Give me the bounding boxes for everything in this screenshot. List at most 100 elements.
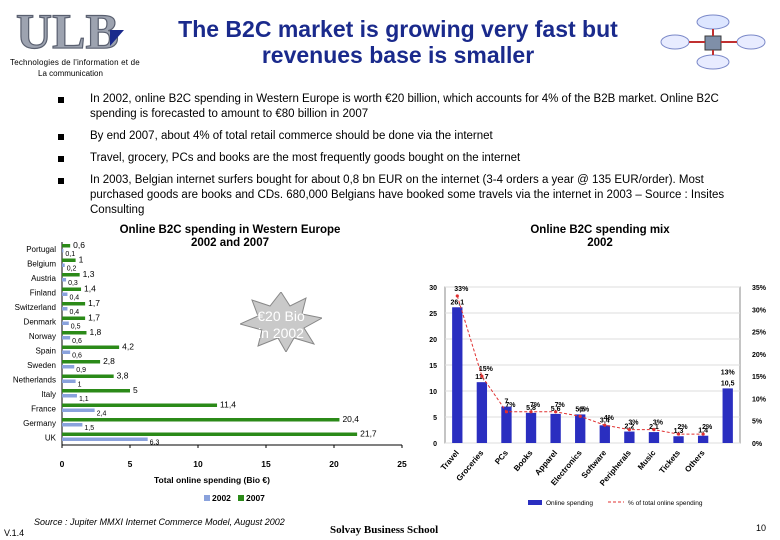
category-label: Sweden	[27, 361, 56, 370]
pct-point	[529, 410, 533, 414]
bar-2007-label: 2,8	[103, 356, 115, 366]
legend-swatch-bars	[528, 500, 542, 505]
pct-point	[504, 410, 509, 414]
left-chart-title-line-1: Online B2C spending in Western Europe	[119, 224, 341, 236]
mix-bar	[648, 432, 660, 443]
bar-2002	[62, 423, 83, 427]
callout-line-2: in 2002	[258, 325, 304, 341]
bullet-text: In 2003, Belgian internet surfers bought…	[90, 174, 725, 216]
bar-2007	[62, 273, 80, 277]
pct-point	[652, 428, 656, 432]
y2-tick-label: 15%	[752, 374, 767, 381]
mix-bar-label: 2,1	[649, 424, 659, 431]
pct-extra-label: 13%	[721, 369, 736, 376]
pct-point	[578, 414, 582, 418]
category-label: UK	[45, 434, 57, 443]
bar-2007	[62, 403, 218, 407]
mix-bar	[575, 414, 586, 443]
bar-2007-label: 1,3	[83, 269, 95, 279]
bar-2007-label: 20,4	[342, 414, 359, 424]
bar-2002	[62, 249, 64, 253]
pct-label: 6%	[579, 406, 590, 413]
pct-label: 33%	[454, 286, 469, 293]
source-note: Source : Jupiter MMXI Internet Commerce …	[34, 517, 285, 527]
pct-label: 2%	[702, 424, 713, 431]
x-tick-label: 20	[329, 459, 339, 469]
bullet-text: By end 2007, about 4% of total retail co…	[90, 130, 493, 142]
bar-2007	[62, 418, 340, 422]
bullet-square-icon	[58, 156, 64, 162]
x-tick-label: 10	[193, 459, 203, 469]
category-label: Portugal	[26, 245, 56, 254]
bar-2007	[62, 432, 358, 436]
legend-swatch-2007	[238, 495, 244, 501]
mix-bar	[697, 435, 709, 443]
bar-2002-label: 0,6	[72, 353, 82, 360]
mix-bar	[452, 307, 463, 443]
network-diagram-icon	[660, 14, 766, 70]
mix-bar	[599, 425, 610, 443]
legend-swatch-2002	[204, 495, 210, 501]
bar-2007	[62, 258, 76, 262]
legend-label-bars: Online spending	[546, 500, 593, 507]
bar-2002	[62, 336, 71, 340]
bar-2002	[62, 321, 69, 325]
mix-category-label: Books	[512, 448, 535, 473]
category-label: Netherlands	[13, 376, 56, 385]
mix-bar-label: 5,6	[551, 406, 561, 413]
bar-2007-label: 3,8	[117, 371, 129, 381]
category-label: Spain	[36, 347, 56, 356]
x-tick-label: 25	[397, 459, 407, 469]
bullet-item: By end 2007, about 4% of total retail co…	[56, 129, 756, 144]
pct-label: 7%	[530, 402, 541, 409]
y-tick-label: 10	[429, 389, 437, 396]
mix-bar-label: 5,5	[575, 406, 585, 413]
mix-bar-extra-label: 10,5	[721, 380, 735, 387]
category-label: Switzerland	[15, 303, 56, 312]
callout-line-1: €20 Bio	[257, 308, 305, 324]
bullet-item: In 2003, Belgian internet surfers bought…	[56, 173, 756, 218]
bar-2007-label: 1	[79, 255, 84, 265]
pct-point	[480, 374, 484, 378]
bullet-square-icon	[58, 97, 64, 103]
y-tick-label: 20	[429, 337, 437, 344]
y-tick-label: 0	[433, 441, 437, 448]
bar-2007	[62, 287, 82, 291]
x-tick-label: 5	[128, 459, 133, 469]
category-label: Finland	[30, 289, 56, 298]
bar-2007	[62, 316, 86, 320]
bar-2002	[62, 307, 68, 311]
bullet-item: Travel, grocery, PCs and books are the m…	[56, 151, 756, 166]
pct-point	[455, 294, 459, 298]
category-label: France	[31, 405, 56, 414]
bullet-text: Travel, grocery, PCs and books are the m…	[90, 152, 521, 164]
mix-bar-label: 2,2	[625, 424, 635, 431]
bar-2002	[62, 292, 68, 296]
bullet-square-icon	[58, 178, 64, 184]
pct-label: 2%	[677, 424, 688, 431]
pct-label: 3%	[628, 420, 639, 427]
mix-category-label: Tickets	[658, 448, 683, 475]
pct-point	[603, 423, 607, 427]
category-label: Italy	[41, 390, 56, 399]
bar-2007-label: 21,7	[360, 429, 377, 439]
pct-point	[554, 410, 558, 414]
mix-bar-label: 3,4	[600, 417, 610, 424]
pct-point	[701, 432, 705, 436]
bar-2007	[62, 360, 101, 364]
mix-bar	[550, 413, 561, 443]
mix-bar-label: 5,8	[526, 405, 536, 412]
bullet-square-icon	[58, 134, 64, 140]
pct-label: 7%	[555, 402, 566, 409]
pct-label: 15%	[479, 366, 494, 373]
bar-2007-label: 11,4	[220, 400, 236, 410]
right-chart-title-line-2: 2002	[587, 237, 613, 249]
bar-2002-label: 0,1	[65, 251, 75, 258]
bar-2007-label: 4,2	[122, 342, 134, 352]
mix-category-label: PCs	[493, 448, 510, 466]
x-tick-label: 0	[60, 459, 65, 469]
logo-subtitle-1: Technologies de l'information et de	[10, 58, 140, 67]
mix-bar-label: 7	[505, 399, 509, 406]
mix-bar-label: 1,4	[698, 428, 708, 435]
bar-2002-label: 0,4	[69, 295, 79, 302]
